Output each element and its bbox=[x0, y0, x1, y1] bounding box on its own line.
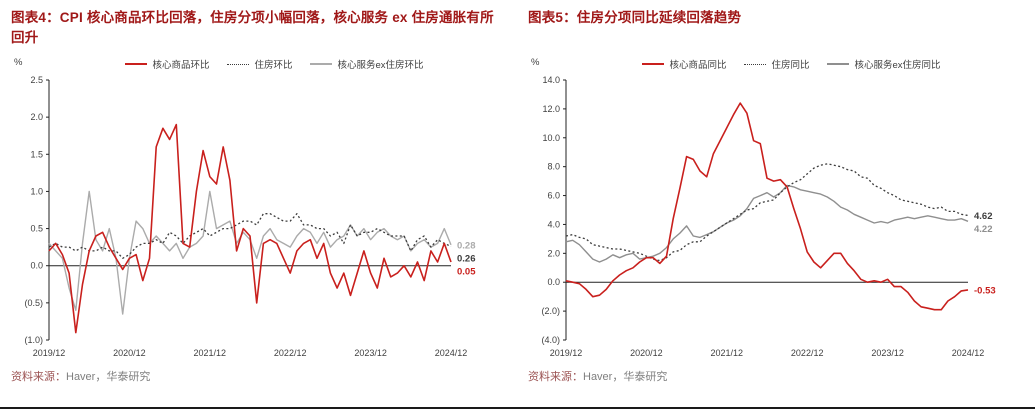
legend-solid-line-sample bbox=[310, 63, 333, 65]
svg-text:2020/12: 2020/12 bbox=[113, 348, 146, 358]
svg-text:2024/12: 2024/12 bbox=[435, 348, 468, 358]
figure5-title: 图表5：住房分项同比延续回落趋势 bbox=[528, 10, 742, 25]
legend-dotted-line-sample bbox=[744, 63, 767, 65]
figure5-panel: 图表5：住房分项同比延续回落趋势 % 核心商品同比 住房同比 核心服务ex住房同比 … bbox=[517, 0, 1034, 407]
svg-text:0.5: 0.5 bbox=[30, 224, 43, 234]
svg-text:2.5: 2.5 bbox=[30, 75, 43, 85]
svg-text:8.0: 8.0 bbox=[547, 162, 560, 172]
legend-solid-line-sample bbox=[642, 63, 665, 65]
svg-text:(4.0): (4.0) bbox=[541, 335, 560, 345]
svg-text:(0.5): (0.5) bbox=[24, 298, 43, 308]
svg-text:2022/12: 2022/12 bbox=[791, 348, 824, 358]
figure4-legend: 核心商品环比 住房环比 核心服务ex住房环比 bbox=[45, 56, 504, 72]
source-text: Haver，华泰研究 bbox=[66, 371, 151, 383]
svg-text:14.0: 14.0 bbox=[542, 75, 560, 85]
legend-solid-line-sample bbox=[125, 63, 148, 65]
svg-text:0.26: 0.26 bbox=[457, 253, 476, 264]
legend-label: 住房环比 bbox=[254, 60, 293, 71]
svg-text:6.0: 6.0 bbox=[547, 191, 560, 201]
svg-text:4.0: 4.0 bbox=[547, 219, 560, 229]
legend-item: 住房环比 bbox=[227, 57, 292, 71]
svg-text:2.0: 2.0 bbox=[547, 248, 560, 258]
legend-label: 核心服务ex住房同比 bbox=[854, 60, 941, 71]
legend-item: 住房同比 bbox=[744, 57, 809, 71]
svg-text:2023/12: 2023/12 bbox=[871, 348, 904, 358]
source-label: 资料来源： bbox=[11, 371, 66, 383]
legend-item: 核心服务ex住房同比 bbox=[827, 57, 941, 71]
svg-text:0.05: 0.05 bbox=[457, 266, 476, 277]
figure4-title: 图表4：CPI 核心商品环比回落，住房分项小幅回落，核心服务 ex 住房通胀有所… bbox=[11, 10, 494, 46]
legend-label: 核心商品环比 bbox=[152, 60, 210, 71]
figure4-y-axis-unit-label: % bbox=[14, 57, 23, 68]
svg-text:2021/12: 2021/12 bbox=[711, 348, 744, 358]
figure4-source-line: 资料来源：Haver，华泰研究 bbox=[11, 368, 504, 384]
figure5-chart-canvas: 14.0 12.0 10.0 8.0 6.0 4.0 2.0 0.0 (2.0) (4.0) 201… bbox=[541, 75, 996, 358]
figure5-legend: 核心商品同比 住房同比 核心服务ex住房同比 bbox=[562, 56, 1021, 72]
figure5-source-line: 资料来源：Haver，华泰研究 bbox=[528, 368, 1021, 384]
svg-text:0.0: 0.0 bbox=[30, 261, 43, 271]
svg-text:1.0: 1.0 bbox=[30, 186, 43, 196]
svg-text:4.62: 4.62 bbox=[974, 211, 993, 222]
legend-item: 核心服务ex住房环比 bbox=[310, 57, 424, 71]
source-text: Haver，华泰研究 bbox=[583, 371, 668, 383]
figure4-chart: % 核心商品环比 住房环比 核心服务ex住房环比 2.5 2.0 1.5 1.0 0.5 0.… bbox=[11, 56, 504, 366]
figure4-panel: 图表4：CPI 核心商品环比回落，住房分项小幅回落，核心服务 ex 住房通胀有所… bbox=[0, 0, 517, 407]
figure5-y-axis-unit-label: % bbox=[531, 57, 540, 68]
svg-text:10.0: 10.0 bbox=[542, 133, 560, 143]
legend-label: 核心服务ex住房环比 bbox=[337, 60, 424, 71]
legend-label: 住房同比 bbox=[771, 60, 810, 71]
figure4-chart-canvas: 2.5 2.0 1.5 1.0 0.5 0.0 (0.5) (1.0) 2019/12 2020/… bbox=[24, 75, 476, 358]
source-label: 资料来源： bbox=[528, 371, 583, 383]
svg-text:-0.53: -0.53 bbox=[974, 285, 996, 296]
svg-text:1.5: 1.5 bbox=[30, 149, 43, 159]
svg-text:2022/12: 2022/12 bbox=[274, 348, 307, 358]
figure5-chart: % 核心商品同比 住房同比 核心服务ex住房同比 14.0 12.0 10.0 8.0 6.… bbox=[528, 56, 1021, 366]
svg-text:2.0: 2.0 bbox=[30, 112, 43, 122]
svg-text:2019/12: 2019/12 bbox=[550, 348, 583, 358]
svg-text:0.28: 0.28 bbox=[457, 240, 476, 251]
legend-solid-line-sample bbox=[827, 63, 850, 65]
svg-text:2019/12: 2019/12 bbox=[33, 348, 66, 358]
legend-item: 核心商品环比 bbox=[125, 57, 209, 71]
svg-text:(1.0): (1.0) bbox=[24, 335, 43, 345]
svg-text:(2.0): (2.0) bbox=[541, 306, 560, 316]
legend-label: 核心商品同比 bbox=[669, 60, 727, 71]
svg-text:2024/12: 2024/12 bbox=[952, 348, 985, 358]
svg-text:2020/12: 2020/12 bbox=[630, 348, 663, 358]
legend-item: 核心商品同比 bbox=[642, 57, 726, 71]
svg-text:0.0: 0.0 bbox=[547, 277, 560, 287]
svg-text:12.0: 12.0 bbox=[542, 104, 560, 114]
svg-text:2021/12: 2021/12 bbox=[194, 348, 227, 358]
svg-text:4.22: 4.22 bbox=[974, 224, 993, 235]
svg-text:2023/12: 2023/12 bbox=[354, 348, 387, 358]
legend-dotted-line-sample bbox=[227, 63, 250, 65]
